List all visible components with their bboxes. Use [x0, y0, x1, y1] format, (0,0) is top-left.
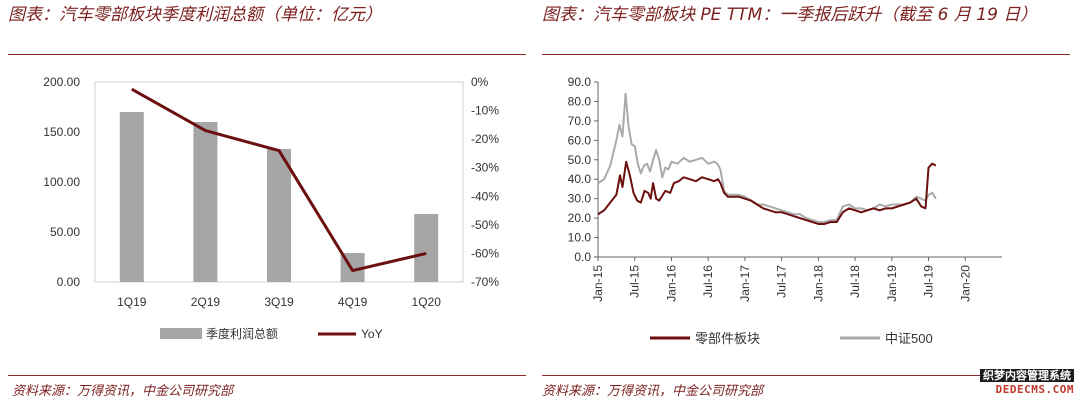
legend-bar-swatch — [160, 328, 202, 339]
right-title-rule — [542, 54, 1070, 55]
y-tick-label: 10.0 — [568, 231, 592, 245]
left-y-tick-label: 150.00 — [43, 125, 80, 139]
series-auto-parts-line — [597, 160, 937, 225]
yoy-line — [131, 87, 427, 273]
right-source: 资料来源：万得资讯，中金公司研究部 — [542, 384, 764, 399]
profit-bar — [119, 112, 144, 282]
legend-series1-label: 零部件板块 — [695, 331, 760, 346]
x-tick-label: Jul-16 — [701, 265, 715, 298]
right-chart: 0.0 10.0 20.0 30.0 40.0 50.0 60.0 70.0 80.0 90.0 J… — [568, 75, 1002, 346]
watermark-line1: 织梦内容管理系统 — [980, 369, 1074, 382]
y-tick-label: 30.0 — [568, 192, 592, 206]
x-tick-label: Jan-18 — [811, 265, 825, 302]
left-source: 资料来源：万得资讯，中金公司研究部 — [12, 384, 234, 399]
y-tick-label: 80.0 — [568, 94, 592, 108]
y-tick-label: 40.0 — [568, 172, 592, 186]
right-y-tick-label: -10% — [471, 104, 499, 118]
right-y-tick-label: -70% — [471, 275, 499, 289]
right-y-tick-label: -40% — [471, 189, 499, 203]
x-tick-label: 3Q19 — [264, 295, 294, 309]
x-tick-label: 2Q19 — [191, 295, 221, 309]
legend-line-label: YoY — [361, 327, 383, 341]
series-csi500-line — [597, 92, 937, 223]
right-y-tick-label: -50% — [471, 218, 499, 232]
x-tick-label: Jul-15 — [628, 265, 642, 298]
y-tick-label: 20.0 — [568, 211, 592, 225]
right-chart-title: 图表：汽车零部板块 PE TTM：一季报后跃升（截至 6 月 19 日） — [542, 5, 1038, 25]
left-y-tick-label: 50.00 — [50, 225, 80, 239]
right-y-tick-label: -20% — [471, 132, 499, 146]
left-chart-title: 图表：汽车零部板块季度利润总额（单位：亿元） — [8, 5, 382, 25]
legend-series2-label: 中证500 — [885, 331, 933, 346]
right-source-rule — [542, 375, 1070, 376]
y-tick-label: 50.0 — [568, 153, 592, 167]
x-tick-label: 1Q19 — [117, 295, 147, 309]
left-title-rule — [8, 54, 526, 55]
y-tick-label: 90.0 — [568, 75, 592, 89]
x-tick-label: Jul-17 — [775, 265, 789, 298]
x-tick-label: 1Q20 — [412, 295, 442, 309]
right-y-tick-label: -60% — [471, 246, 499, 260]
x-tick-label: Jan-20 — [958, 265, 972, 302]
profit-bar — [267, 149, 291, 282]
x-tick-label: 4Q19 — [338, 295, 368, 309]
watermark-line2: DEDECMS.COM — [995, 383, 1074, 396]
x-tick-label: Jul-19 — [922, 265, 936, 298]
left-y-tick-label: 100.00 — [43, 175, 80, 189]
watermark: 织梦内容管理系统 DEDECMS.COM — [980, 367, 1074, 397]
left-y-tick-label: 200.00 — [43, 75, 80, 89]
y-tick-label: 60.0 — [568, 133, 592, 147]
x-tick-label: Jan-16 — [664, 265, 678, 302]
profit-bar — [414, 214, 439, 282]
left-chart: 0.00 50.00 100.00 150.00 200.00 0% -10% -20% -30… — [43, 75, 499, 341]
profit-bar — [193, 122, 218, 282]
x-tick-label: Jan-17 — [738, 265, 752, 302]
right-y-tick-label: 0% — [471, 75, 489, 89]
x-tick-label: Jan-15 — [591, 265, 605, 302]
x-tick-label: Jan-19 — [885, 265, 899, 302]
legend-bar-label: 季度利润总额 — [206, 326, 278, 341]
y-tick-label: 0.0 — [574, 250, 591, 264]
y-tick-label: 70.0 — [568, 114, 592, 128]
left-y-tick-label: 0.00 — [57, 275, 81, 289]
x-tick-label: Jul-18 — [848, 265, 862, 298]
right-y-tick-label: -30% — [471, 161, 499, 175]
left-source-rule — [8, 375, 526, 376]
